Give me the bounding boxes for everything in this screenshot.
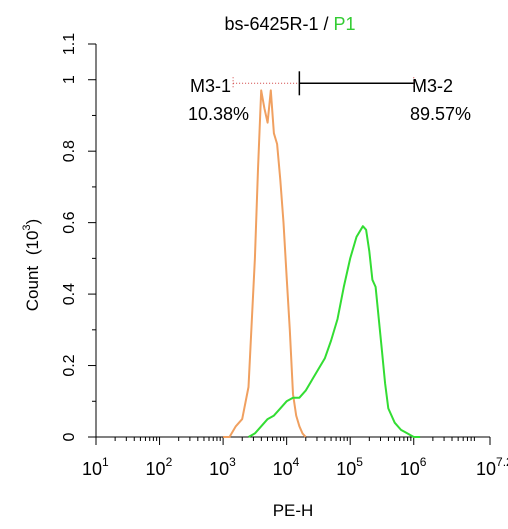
gate-m3-2-name: M3-2	[412, 76, 453, 96]
gate-layer: M3-1 10.38% M3-2 89.57%	[188, 71, 471, 124]
gate-m3-1-name: M3-1	[190, 76, 231, 96]
y-tick-label-group: 0.6	[61, 211, 78, 233]
x-tick-label: 105	[336, 455, 363, 479]
svg-text:Count (103): Count (103)	[21, 219, 42, 311]
x-tick-label: 103	[209, 455, 236, 479]
chart-title: bs-6425R-1 / P1	[224, 14, 355, 34]
x-tick-base: 10	[273, 459, 293, 479]
x-tick-label: 101	[82, 455, 109, 479]
x-tick-label: 102	[146, 455, 173, 479]
x-tick-label: 107.2	[476, 455, 508, 479]
y-tick-label: 0.4	[61, 283, 78, 305]
y-tick-label-group: 0.2	[61, 354, 78, 376]
x-tick-exp: 1	[102, 455, 109, 469]
y-axis-unit-close: )	[23, 219, 42, 225]
x-tick-label: 104	[273, 455, 300, 479]
x-tick-label: 106	[400, 455, 427, 479]
x-tick-base: 10	[82, 459, 102, 479]
y-axis-unit-open: (10	[23, 231, 42, 256]
y-axis-unit-exp: 3	[21, 224, 33, 230]
x-tick-base: 10	[209, 459, 229, 479]
x-tick-exp: 6	[420, 455, 427, 469]
y-tick-label-group: 1	[61, 75, 78, 84]
y-tick-label: 0	[61, 432, 78, 441]
chart-title-main: bs-6425R-1 /	[224, 14, 333, 34]
series-line-2	[248, 225, 421, 438]
x-tick-exp: 7.2	[496, 455, 508, 469]
y-tick-label-group: 1.1	[61, 33, 78, 55]
y-tick-label-group: 0	[61, 432, 78, 441]
x-tick-base: 10	[146, 459, 166, 479]
x-tick-base: 10	[336, 459, 356, 479]
y-tick-label-group: 0.8	[61, 140, 78, 162]
x-tick-base: 10	[476, 459, 496, 479]
series-line-1	[223, 89, 307, 438]
y-axis-label: Count (103)	[21, 219, 42, 311]
gate-m3-1-percent: 10.38%	[188, 104, 249, 124]
chart-title-gate: P1	[334, 14, 356, 34]
x-tick-exp: 5	[356, 455, 363, 469]
series-layer	[223, 89, 421, 438]
x-axis-label: PE-H	[273, 501, 314, 520]
y-tick-label: 0.2	[61, 354, 78, 376]
x-tick-exp: 2	[166, 455, 173, 469]
x-tick-exp: 3	[229, 455, 236, 469]
y-axis-label-text: Count	[23, 266, 42, 312]
y-tick-label-group: 0.4	[61, 283, 78, 305]
y-tick-label: 1.1	[61, 33, 78, 55]
x-tick-exp: 4	[293, 455, 300, 469]
y-tick-label: 0.6	[61, 211, 78, 233]
y-tick-label: 1	[61, 75, 78, 84]
y-tick-label: 0.8	[61, 140, 78, 162]
gate-m3-2-percent: 89.57%	[410, 104, 471, 124]
x-tick-base: 10	[400, 459, 420, 479]
